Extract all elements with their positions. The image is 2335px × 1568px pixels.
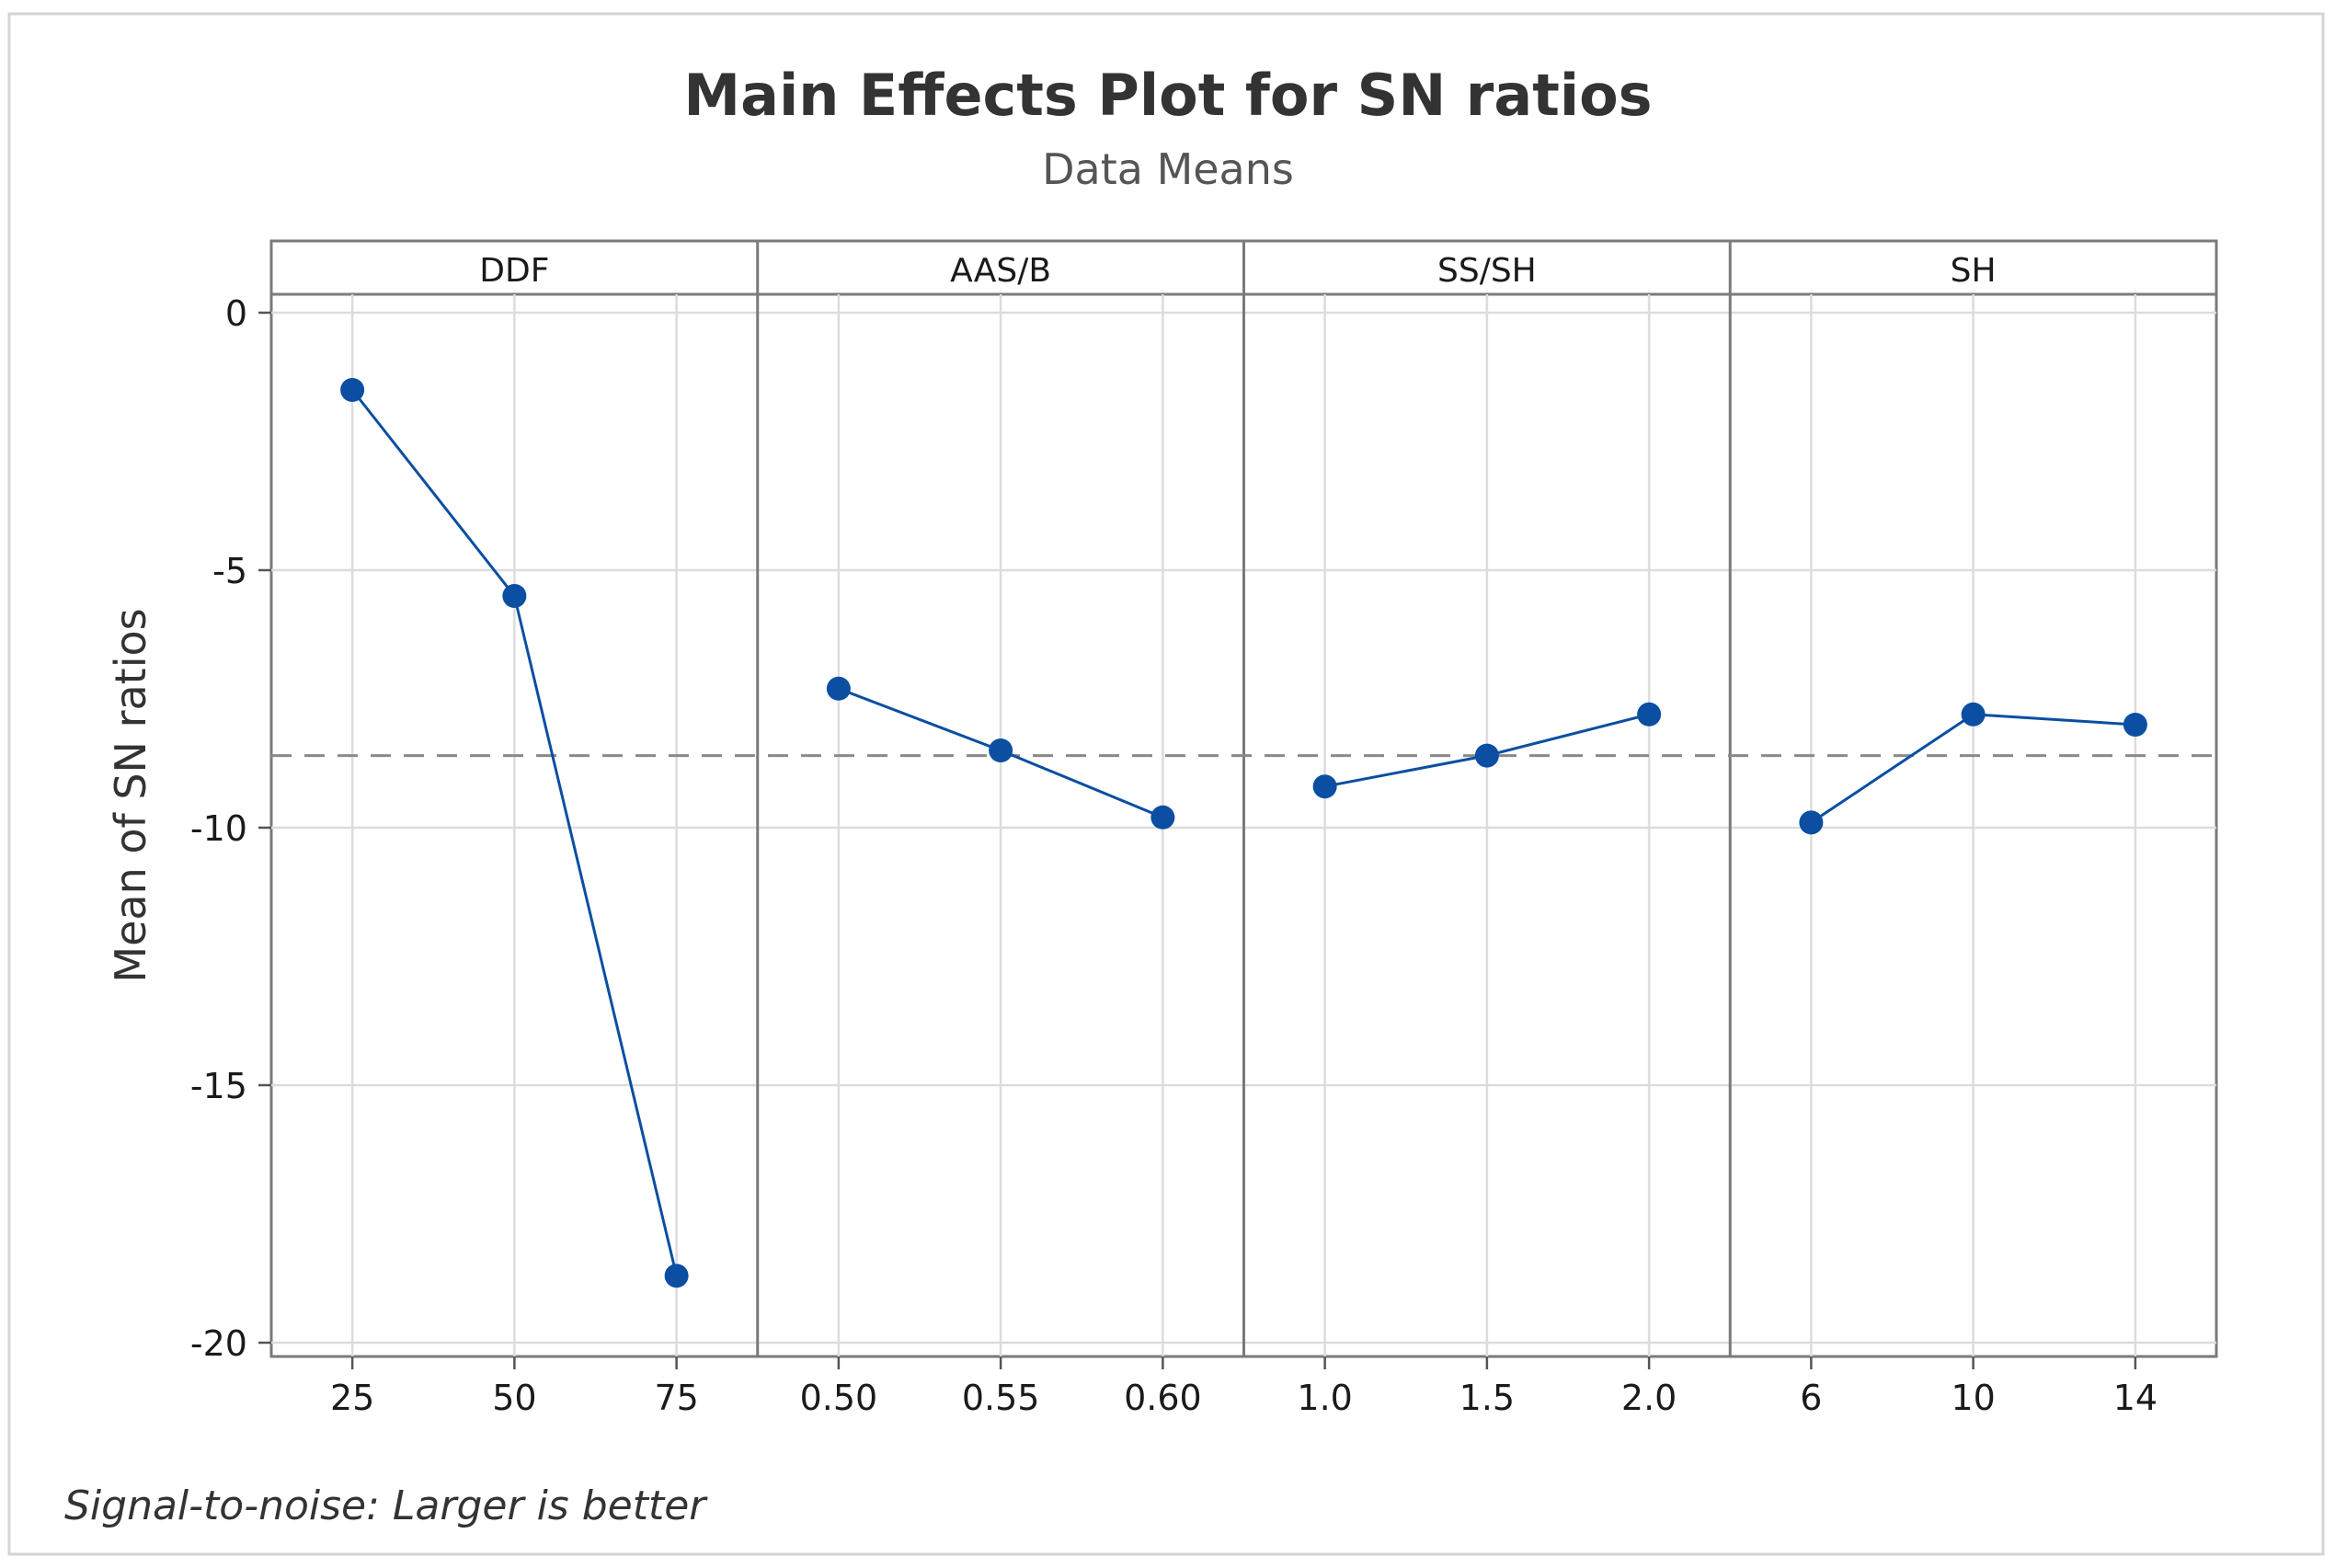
plot-area: 0 -5 -10 -15 -20 DDF 25 50 75 AAS/B 0.50 0.55 0.60 SS… [190,239,2218,1418]
footnote: Signal-to-noise: Larger is better [64,1482,708,1529]
x-tick-label: 1.5 [1459,1378,1515,1418]
x-tick-label: 0.55 [962,1378,1040,1418]
y-tick-label: -10 [190,808,247,849]
x-tick-label: 0.60 [1124,1378,1202,1418]
panel-header-2: SS/SH [1437,252,1537,290]
data-point [664,1264,689,1288]
y-tick-label: -5 [212,551,247,591]
y-tick-label: -15 [190,1066,247,1106]
panel-header-3: SH [1951,252,1997,290]
data-point [1637,702,1662,727]
data-point [1312,774,1337,799]
panel-header-0: DDF [479,252,549,290]
data-point [989,738,1013,762]
chart-title: Main Effects Plot for SN ratios [683,62,1652,129]
data-point [826,676,851,701]
x-tick-label: 50 [492,1378,536,1418]
x-tick-label: 1.0 [1297,1378,1352,1418]
x-tick-label: 25 [330,1378,374,1418]
data-point [1961,702,1986,727]
data-point [1799,810,1824,835]
y-tick-label: -20 [190,1323,247,1364]
y-tick-label: 0 [225,293,247,334]
data-point [340,378,365,402]
x-tick-label: 6 [1800,1378,1822,1418]
y-axis-label: Mean of SN ratios [106,608,155,982]
x-tick-label: 0.50 [800,1378,878,1418]
data-point [2123,713,2147,737]
x-tick-label: 75 [654,1378,698,1418]
chart-frame [7,12,2325,1556]
data-point [1150,805,1175,830]
x-tick-label: 2.0 [1621,1378,1677,1418]
data-point [502,584,527,608]
x-tick-label: 14 [2113,1378,2158,1418]
x-tick-label: 10 [1951,1378,1995,1418]
chart-subtitle: Data Means [1042,144,1294,194]
panel-header-1: AAS/B [950,252,1051,290]
data-point [1474,743,1499,768]
